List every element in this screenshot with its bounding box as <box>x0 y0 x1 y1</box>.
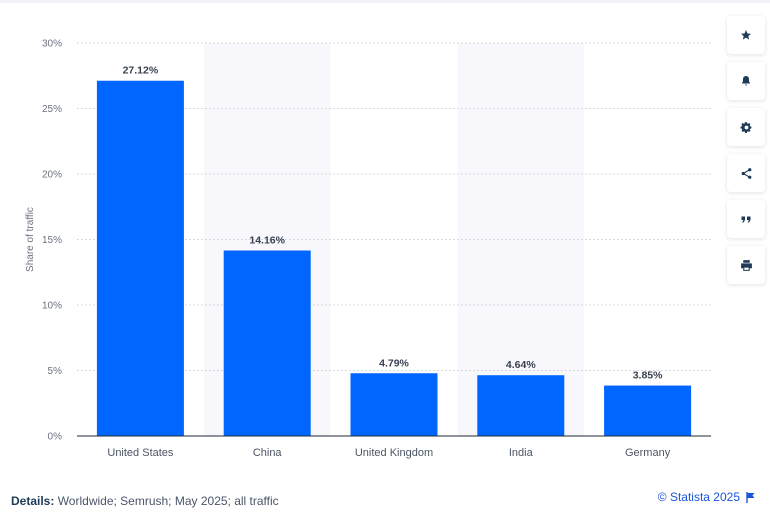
details-text: Worldwide; Semrush; May 2025; all traffi… <box>54 494 279 508</box>
bar-chart: 0% 5% 10% 15% 20% 25% 30% Share of traffic 27.12… <box>25 39 711 459</box>
favorite-button[interactable] <box>727 16 765 54</box>
y-axis-title: Share of traffic <box>25 207 36 272</box>
notification-button[interactable] <box>727 62 765 100</box>
chart-toolbar <box>727 16 765 292</box>
flag-icon[interactable] <box>746 491 756 503</box>
x-category-label: China <box>253 447 283 459</box>
bar[interactable] <box>477 375 565 436</box>
x-category-label: India <box>509 447 534 459</box>
y-tick-label: 5% <box>48 366 63 377</box>
y-tick-label: 10% <box>42 301 62 312</box>
data-label: 3.85% <box>633 370 663 382</box>
bell-icon <box>742 76 750 86</box>
background-band <box>457 43 585 436</box>
statista-credit-link[interactable]: © Statista 2025 <box>657 490 740 504</box>
x-category-label: United Kingdom <box>355 447 433 459</box>
bar[interactable] <box>96 80 184 436</box>
y-tick-label: 0% <box>48 432 63 443</box>
source-credit: © Statista 2025 <box>658 490 756 504</box>
top-border <box>0 0 770 3</box>
y-tick-label: 15% <box>42 235 62 246</box>
data-label: 4.79% <box>379 357 409 369</box>
quote-icon <box>741 216 751 223</box>
data-label: 27.12% <box>123 65 159 77</box>
details-label: Details: <box>11 494 55 508</box>
gear-icon <box>740 121 751 133</box>
details-line: Details: Worldwide; Semrush; May 2025; a… <box>11 494 279 508</box>
print-icon <box>740 259 752 271</box>
cite-button[interactable] <box>727 200 765 238</box>
x-category-label: United States <box>107 447 174 459</box>
data-label: 14.16% <box>249 235 285 247</box>
star-icon <box>741 30 751 40</box>
settings-button[interactable] <box>727 108 765 146</box>
y-tick-label: 30% <box>42 39 62 50</box>
data-label: 4.64% <box>506 359 536 371</box>
bar[interactable] <box>223 250 311 436</box>
share-icon <box>741 167 751 179</box>
share-button[interactable] <box>727 154 765 192</box>
bar[interactable] <box>350 373 438 436</box>
bar[interactable] <box>604 385 692 436</box>
y-tick-label: 25% <box>42 104 62 115</box>
x-category-label: Germany <box>625 447 671 459</box>
y-tick-label: 20% <box>42 170 62 181</box>
print-button[interactable] <box>727 246 765 284</box>
